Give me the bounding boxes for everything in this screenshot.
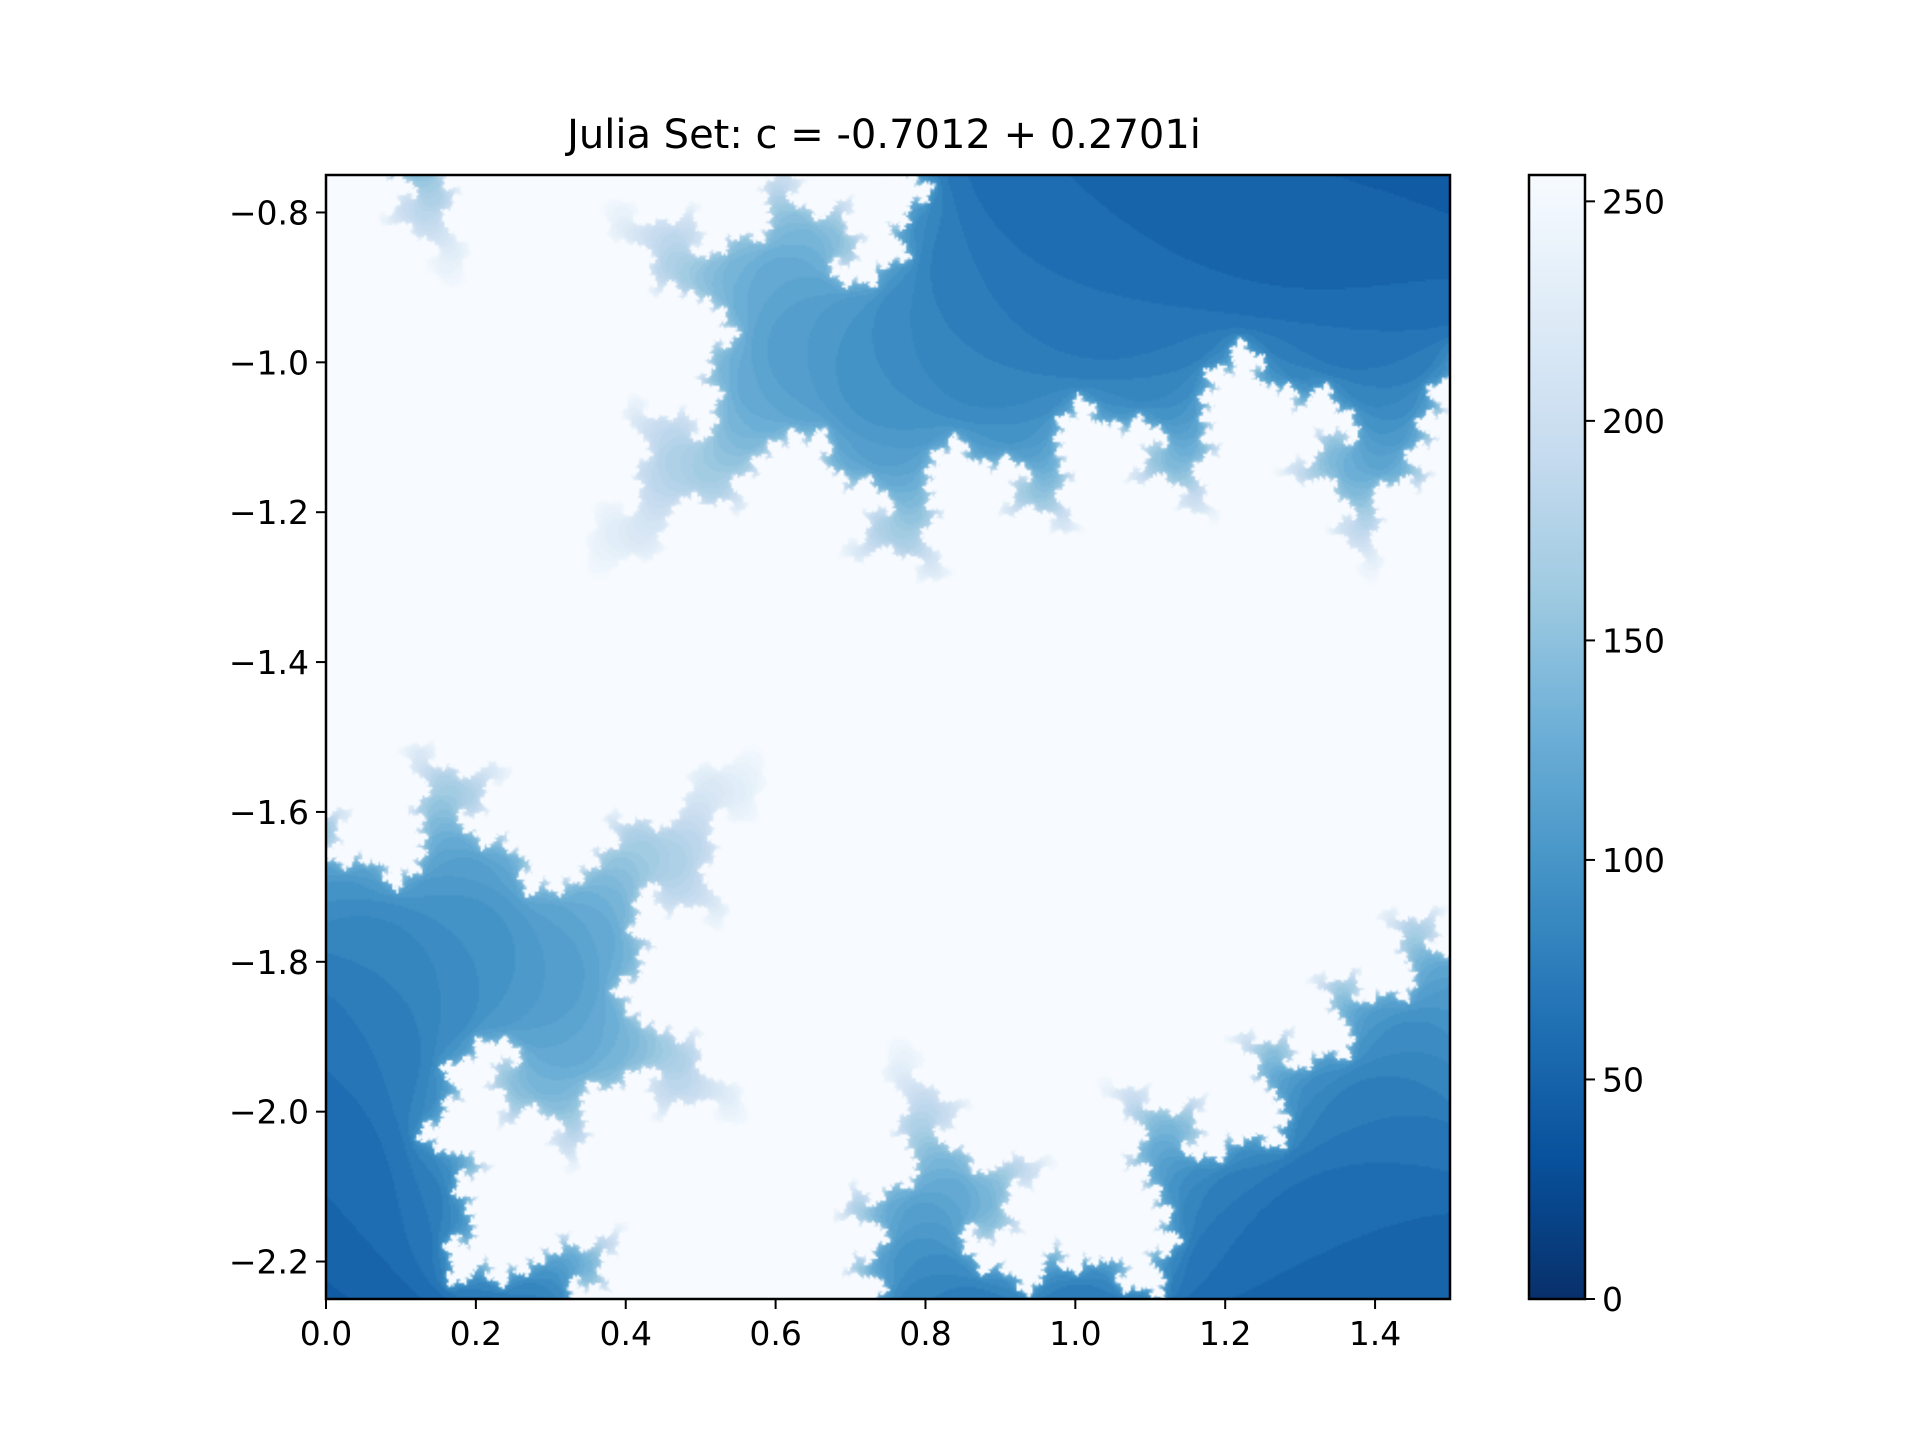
x-tick-label: 0.6: [749, 1314, 801, 1353]
y-tick-label: −1.6: [229, 793, 309, 832]
y-axis: −0.8 −1.0 −1.2 −1.4 −1.6 −1.8 −2.0 −2.2: [229, 193, 326, 1282]
x-tick-label: 1.4: [1349, 1314, 1401, 1353]
y-tick-label: −1.4: [229, 643, 309, 682]
x-tick-label: 1.2: [1199, 1314, 1251, 1353]
y-tick-label: −1.8: [229, 943, 309, 982]
y-tick-label: −1.0: [229, 343, 309, 382]
x-tick-label: 0.2: [450, 1314, 502, 1353]
colorbar-tick-label: 100: [1602, 841, 1665, 880]
x-axis: 0.0 0.2 0.4 0.6 0.8 1.0 1.2 1.4: [300, 1299, 1401, 1353]
x-tick-label: 1.0: [1049, 1314, 1101, 1353]
colorbar-tick-label: 250: [1602, 182, 1665, 221]
julia-heatmap: [326, 175, 1450, 1299]
colorbar-tick-label: 200: [1602, 402, 1665, 441]
colorbar-tick-label: 50: [1602, 1060, 1644, 1099]
colorbar-axis: 0 50 100 150 200 250: [1585, 182, 1665, 1319]
colorbar: [1527, 173, 1587, 1301]
y-tick-label: −1.2: [229, 493, 309, 532]
y-tick-label: −2.0: [229, 1093, 309, 1132]
x-tick-label: 0.0: [300, 1314, 352, 1353]
x-tick-label: 0.8: [899, 1314, 951, 1353]
colorbar-tick-label: 0: [1602, 1280, 1623, 1319]
plot-frame: [324, 173, 1452, 1301]
julia-image: [326, 175, 1450, 1299]
y-tick-label: −2.2: [229, 1243, 309, 1282]
y-tick-label: −0.8: [229, 193, 309, 232]
colorbar-tick-label: 150: [1602, 621, 1665, 660]
chart-title: Julia Set: c = -0.7012 + 0.2701i: [564, 112, 1201, 158]
x-tick-label: 0.4: [599, 1314, 651, 1353]
